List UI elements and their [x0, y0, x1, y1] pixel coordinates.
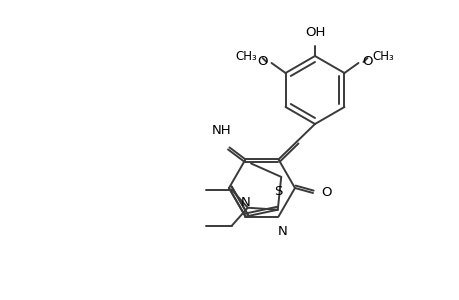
Text: S: S — [274, 185, 282, 198]
Text: O: O — [320, 187, 331, 200]
Text: O: O — [257, 55, 267, 68]
Text: NH: NH — [211, 124, 231, 137]
Text: CH₃: CH₃ — [235, 50, 257, 62]
Text: N: N — [240, 196, 250, 208]
Text: N: N — [277, 225, 287, 238]
Text: O: O — [362, 55, 372, 68]
Text: CH₃: CH₃ — [372, 50, 393, 62]
Text: OH: OH — [304, 26, 325, 39]
